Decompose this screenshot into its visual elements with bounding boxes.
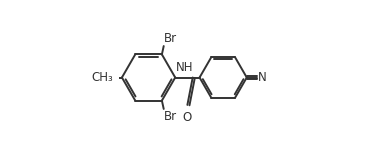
Text: O: O (182, 111, 191, 124)
Text: CH₃: CH₃ (91, 71, 113, 84)
Text: NH: NH (176, 61, 193, 74)
Text: Br: Br (164, 31, 177, 44)
Text: Br: Br (164, 111, 177, 124)
Text: N: N (257, 71, 266, 84)
